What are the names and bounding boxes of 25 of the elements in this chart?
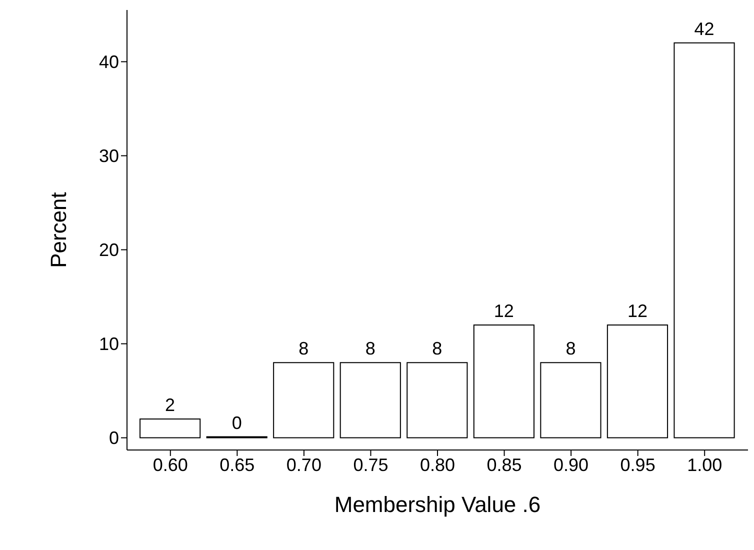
data-label: 2 [165, 394, 176, 415]
data-label: 8 [566, 338, 576, 359]
data-label: 8 [432, 338, 442, 359]
data-label: 8 [298, 338, 309, 359]
y-tick-label: 0 [108, 428, 119, 448]
x-tick-label: 0.65 [220, 454, 255, 475]
x-tick-label: 0.75 [353, 454, 388, 475]
x-tick-label: 0.85 [486, 454, 522, 475]
y-tick-label: 10 [98, 334, 119, 354]
data-label: 12 [494, 300, 514, 321]
x-tick-label: 0.70 [286, 454, 322, 475]
x-tick-label: 0.80 [420, 454, 456, 475]
data-label: 0 [232, 412, 242, 433]
x-tick-label: 0.95 [620, 454, 656, 475]
x-tick-label: 0.90 [554, 454, 589, 475]
y-tick-label: 30 [98, 146, 119, 166]
data-label: 42 [694, 18, 714, 39]
x-tick-label: 1.00 [687, 454, 722, 475]
data-label: 8 [365, 338, 376, 359]
data-label: 12 [627, 300, 648, 321]
x-tick-label: 0.60 [152, 454, 188, 475]
x-axis-title: Membership Value .6 [334, 492, 541, 517]
y-tick-label: 20 [98, 240, 119, 260]
y-tick-label: 40 [98, 52, 119, 72]
y-axis-title: Percent [46, 192, 71, 268]
